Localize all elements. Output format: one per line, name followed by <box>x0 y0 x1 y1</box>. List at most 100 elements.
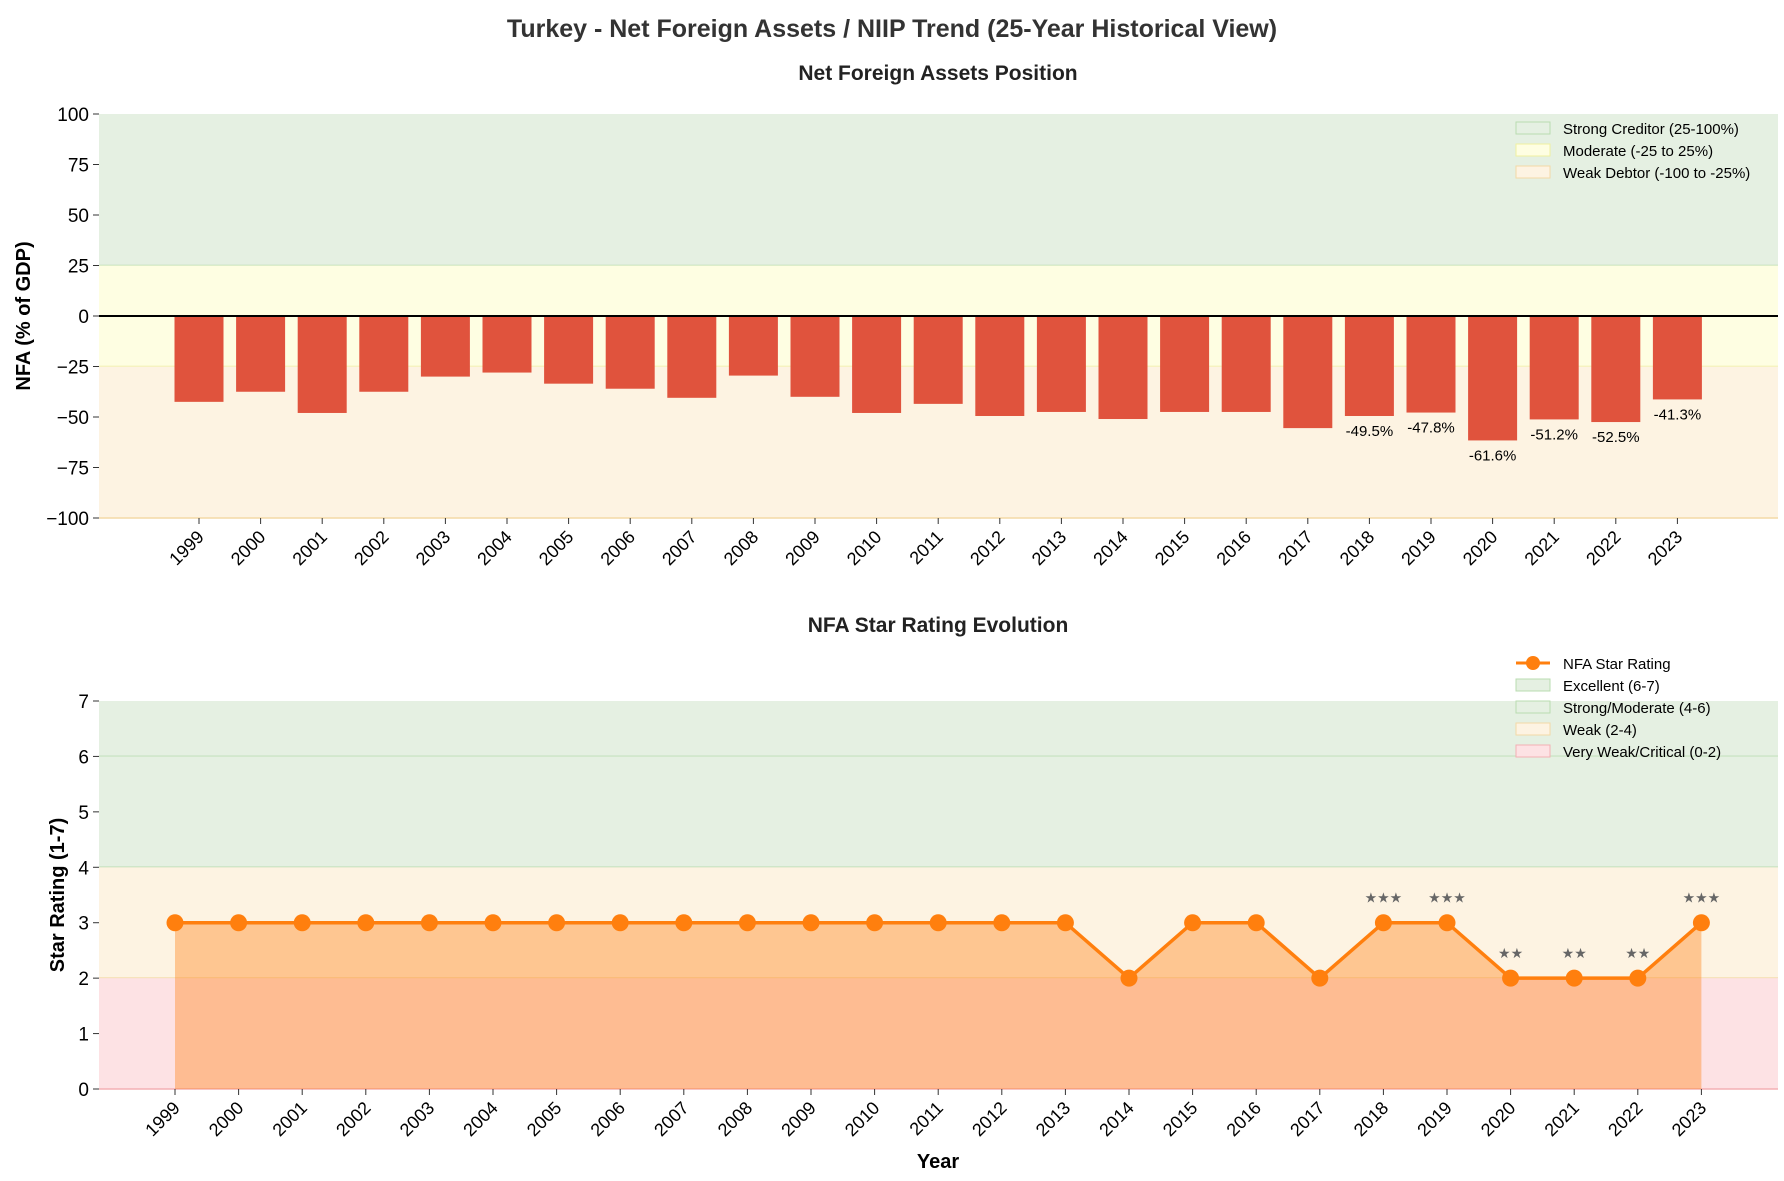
x-tick-label: 2001 <box>269 1098 311 1140</box>
bottom-x-label: Year <box>917 1151 959 1173</box>
legend-swatch <box>1515 700 1551 714</box>
rating-point-2012 <box>993 914 1011 932</box>
bar-data-label: -52.5% <box>1592 429 1640 446</box>
rating-star-label: ★★ <box>1562 945 1587 961</box>
x-tick-label: 2007 <box>650 1098 692 1140</box>
x-tick-label: 2015 <box>1159 1098 1201 1140</box>
x-tick-label: 2011 <box>906 527 948 569</box>
bar-2010 <box>852 316 902 413</box>
rating-point-2017 <box>1311 969 1329 987</box>
rating-point-2002 <box>357 914 375 932</box>
top-y-label: NFA (% of GDP) <box>13 241 35 390</box>
legend-swatch <box>1515 143 1551 157</box>
bar-data-label: -61.6% <box>1469 447 1517 464</box>
bar-2016 <box>1221 316 1271 412</box>
rating-point-2003 <box>420 914 438 932</box>
x-tick-label: 2001 <box>289 527 331 569</box>
bar-2005 <box>544 316 594 384</box>
rating-point-2014 <box>1120 969 1138 987</box>
legend-swatch <box>1515 121 1551 135</box>
rating-star-label: ★★★ <box>1683 890 1721 906</box>
bar-2015 <box>1160 316 1210 412</box>
rating-star-label: ★★★ <box>1365 890 1403 906</box>
x-tick-label: 1999 <box>165 527 207 569</box>
figure-title: Turkey - Net Foreign Assets / NIIP Trend… <box>507 15 1277 43</box>
bar-2009 <box>790 316 840 397</box>
rating-point-2022 <box>1629 969 1647 987</box>
bar-data-label: -47.8% <box>1407 420 1455 437</box>
x-tick-label: 2009 <box>777 1098 819 1140</box>
rating-point-2020 <box>1502 969 1520 987</box>
y-tick-label: 7 <box>78 692 89 713</box>
bar-data-label: -51.2% <box>1530 426 1578 443</box>
band-strong <box>99 114 1778 266</box>
x-tick-label: 2019 <box>1413 1098 1455 1140</box>
y-tick-label: 6 <box>78 747 89 768</box>
legend-entry: Strong/Moderate (4-6) <box>1563 700 1711 717</box>
x-tick-label: 2008 <box>714 1098 756 1140</box>
x-tick-label: 2014 <box>1095 1098 1137 1140</box>
y-tick-label: 50 <box>68 206 89 227</box>
rating-point-2019 <box>1438 914 1456 932</box>
x-tick-label: 2020 <box>1459 527 1501 569</box>
bar-2012 <box>975 316 1025 416</box>
x-tick-label: 2000 <box>205 1098 247 1140</box>
x-tick-label: 2017 <box>1274 527 1316 569</box>
legend-entry: Very Weak/Critical (0-2) <box>1563 744 1721 761</box>
rating-point-2004 <box>484 914 502 932</box>
x-tick-label: 2015 <box>1151 527 1193 569</box>
rating-point-2021 <box>1565 969 1583 987</box>
bar-2003 <box>420 316 470 377</box>
rating-point-2011 <box>929 914 947 932</box>
bar-2017 <box>1283 316 1333 429</box>
x-tick-label: 2017 <box>1286 1098 1328 1140</box>
x-tick-label: 2010 <box>841 1098 883 1140</box>
y-tick-label: 1 <box>78 1025 89 1046</box>
y-tick-label: 0 <box>78 1080 89 1101</box>
y-tick-label: −100 <box>46 509 89 530</box>
legend-swatch <box>1515 722 1551 736</box>
x-tick-label: 2007 <box>658 527 700 569</box>
rating-point-2023 <box>1692 914 1710 932</box>
y-tick-label: −75 <box>57 459 89 480</box>
bar-2006 <box>605 316 655 389</box>
bar-2021 <box>1529 316 1579 420</box>
y-tick-label: 75 <box>68 156 89 177</box>
x-tick-label: 2012 <box>966 527 1008 569</box>
bar-2019 <box>1406 316 1456 413</box>
x-tick-label: 1999 <box>141 1098 183 1140</box>
legend-marker <box>1526 656 1540 670</box>
legend-entry: NFA Star Rating <box>1563 656 1671 673</box>
x-tick-label: 2005 <box>535 527 577 569</box>
rating-point-2015 <box>1184 914 1202 932</box>
x-tick-label: 2010 <box>843 527 885 569</box>
x-tick-label: 2020 <box>1477 1098 1519 1140</box>
rating-point-2008 <box>738 914 756 932</box>
x-tick-label: 2002 <box>332 1098 374 1140</box>
bar-2002 <box>359 316 409 392</box>
band-excellent <box>99 701 1778 757</box>
bar-2004 <box>482 316 532 373</box>
y-tick-label: 5 <box>78 803 89 824</box>
x-tick-label: 2021 <box>1541 1098 1583 1140</box>
x-tick-label: 2011 <box>906 1098 948 1140</box>
x-tick-label: 2008 <box>720 527 762 569</box>
legend-entry: Strong Creditor (25-100%) <box>1563 121 1739 138</box>
x-tick-label: 2006 <box>597 527 639 569</box>
bar-data-label: -41.3% <box>1654 406 1702 423</box>
bottom-y-label: Star Rating (1-7) <box>47 818 69 972</box>
rating-point-2013 <box>1056 914 1074 932</box>
rating-star-label: ★★★ <box>1428 890 1466 906</box>
x-tick-label: 2005 <box>523 1098 565 1140</box>
x-tick-label: 2023 <box>1644 527 1686 569</box>
bar-2011 <box>913 316 963 404</box>
rating-star-label: ★★ <box>1625 945 1650 961</box>
rating-point-2000 <box>230 914 248 932</box>
bar-2008 <box>728 316 778 376</box>
y-tick-label: 2 <box>78 969 89 990</box>
x-tick-label: 2016 <box>1223 1098 1265 1140</box>
x-tick-label: 2018 <box>1350 1098 1392 1140</box>
x-tick-label: 2004 <box>459 1098 501 1140</box>
rating-area <box>175 922 1702 1089</box>
